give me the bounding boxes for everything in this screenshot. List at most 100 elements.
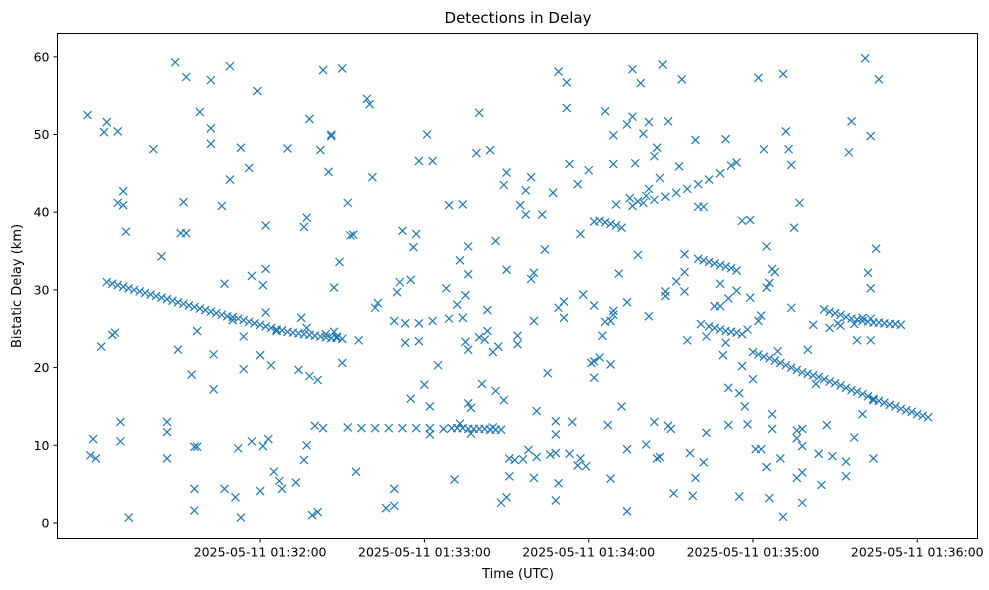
data-point [693,254,703,264]
data-point [863,391,873,401]
data-point [422,130,432,139]
data-point [630,158,640,168]
data-point [622,297,632,307]
data-point [762,462,772,472]
data-point [718,350,728,360]
data-point [294,365,303,375]
data-point [866,131,876,141]
data-point [441,283,451,293]
data-point [781,360,791,370]
data-point [367,172,377,182]
x-tick-label: 2025-05-11 01:36:00 [851,545,984,560]
data-point [866,314,876,324]
data-point [272,326,281,336]
data-point [819,304,829,314]
data-point [263,434,273,444]
data-point [247,436,257,446]
data-point [691,473,700,483]
data-point [792,365,802,375]
data-point [425,423,435,433]
data-point [587,358,596,368]
data-point [628,64,637,74]
data-point [767,424,777,434]
data-point [797,424,807,434]
data-point [841,457,851,467]
data-point [488,422,498,432]
data-point [754,316,763,326]
data-point [551,496,561,505]
data-point [444,314,454,324]
data-point [852,387,862,397]
data-point [775,358,785,368]
data-point [463,398,473,408]
data-point [266,323,276,333]
data-point [869,394,878,404]
data-point [762,241,772,251]
data-point [461,290,470,300]
data-point [819,374,829,384]
data-point [617,401,626,411]
data-point [209,349,218,359]
data-point [337,358,347,368]
y-axis-title: Bistatic Delay (km) [10,224,25,348]
data-point [337,334,347,344]
data-point [622,444,632,454]
data-point [406,275,416,285]
data-markers [83,53,933,522]
data-point [493,342,503,352]
data-point [732,328,741,338]
data-point [759,352,769,362]
data-point [827,451,837,461]
data-point [414,336,424,346]
data-point [737,361,747,371]
data-point [233,314,243,324]
data-point [836,321,846,331]
data-point [849,433,859,442]
data-point [625,193,635,203]
data-point [406,394,416,404]
data-point [425,401,435,411]
data-point [283,144,292,153]
data-point [384,423,394,433]
data-point [184,300,194,310]
data-point [786,160,796,170]
data-point [225,175,235,184]
data-point [597,331,607,341]
data-point [658,60,668,70]
data-point [743,419,752,429]
data-point [329,283,339,292]
data-point [584,165,594,175]
data-point [715,168,725,178]
data-point [99,127,109,137]
data-point [354,335,364,345]
data-point [206,75,216,85]
data-point [693,179,703,189]
data-point [589,356,599,366]
data-point [606,360,616,369]
data-point [565,449,574,459]
data-point [398,423,407,433]
data-point [781,126,791,136]
data-point [715,260,725,270]
data-point [554,478,563,488]
data-point [606,474,616,484]
data-point [595,353,605,362]
data-point [244,163,254,173]
data-point [581,461,591,471]
data-point [192,326,202,336]
data-point [162,427,172,437]
data-point [732,158,741,167]
data-point [85,450,95,460]
data-point [745,293,755,303]
data-point [652,143,662,153]
data-point [318,65,328,75]
data-point [200,305,210,315]
data-point [663,116,673,126]
data-point [510,455,520,465]
data-point [118,186,128,196]
data-point [671,276,681,286]
y-tick-label: 50 [34,127,50,142]
data-point [261,307,271,317]
data-point [756,311,766,320]
data-point [660,287,670,296]
